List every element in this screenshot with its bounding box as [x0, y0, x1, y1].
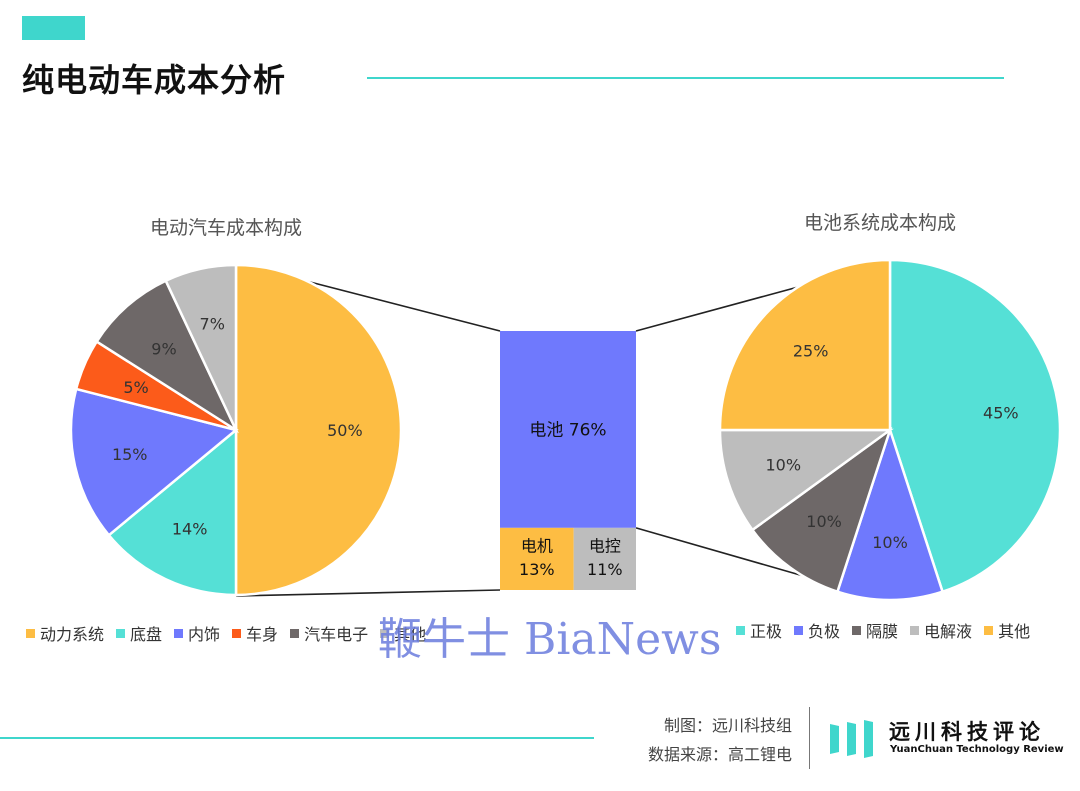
- legend-swatch: [984, 625, 994, 635]
- battery-cost-slice: [718, 428, 894, 532]
- legend-swatch: [910, 625, 920, 635]
- legend-item: 其他: [984, 618, 1030, 642]
- legend-swatch: [736, 625, 745, 635]
- legend-label: 其他: [998, 622, 1031, 641]
- battery-cost-slice: [888, 258, 1062, 594]
- battery-cost-slice: [835, 425, 945, 602]
- controller-bar-name: 电控: [589, 536, 621, 555]
- vehicle-cost-slice-label: 14%: [172, 520, 208, 539]
- vehicle-cost-pie: 50% 14% 15% 5% 9% 7%: [69, 263, 403, 597]
- motor-bar-segment: [500, 527, 574, 590]
- legend-label: 负极: [808, 622, 841, 641]
- page-title: 纯电动车成本分析: [22, 61, 287, 99]
- legend-swatch: [232, 628, 242, 638]
- battery-cost-slice-label: 10%: [806, 512, 842, 531]
- legend-label: 动力系统: [40, 625, 105, 644]
- logo-name-cn: 远川科技评论: [889, 720, 1045, 744]
- legend-label: 其他: [394, 625, 427, 644]
- motor-bar-value: 13%: [519, 560, 555, 579]
- battery-cost-pie: 45% 10% 10% 10% 25%: [718, 258, 1062, 602]
- logo-icon: [830, 720, 873, 758]
- left-legend: 动力系统 底盘 内饰 车身 汽车电子 其他: [26, 621, 426, 645]
- legend-item: 底盘: [116, 621, 162, 645]
- legend-swatch: [26, 628, 35, 638]
- vehicle-cost-slice: [107, 427, 238, 597]
- footer-divider: [809, 707, 810, 769]
- right-chart-title: 电池系统成本构成: [804, 212, 957, 234]
- title-rule: [367, 77, 1004, 79]
- vehicle-cost-slice: [69, 387, 239, 537]
- legend-swatch: [794, 625, 804, 635]
- legend-swatch: [852, 625, 862, 635]
- controller-bar-segment: [573, 527, 636, 590]
- legend-swatch: [290, 628, 300, 638]
- legend-label: 内饰: [188, 625, 221, 644]
- legend-item: 其他: [380, 621, 426, 645]
- legend-item: 隔膜: [852, 618, 898, 642]
- legend-swatch: [116, 628, 126, 638]
- legend-label: 电解液: [924, 622, 973, 641]
- battery-cost-slice: [750, 426, 893, 594]
- legend-label: 正极: [750, 622, 783, 641]
- legend-label: 车身: [246, 625, 279, 644]
- powertrain-stacked-bar: 电池 76% 电机 13% 电控 11%: [500, 331, 636, 590]
- legend-label: 隔膜: [866, 622, 899, 641]
- battery-cost-slice-label: 10%: [872, 533, 908, 552]
- battery-bar-segment: [500, 331, 636, 528]
- connector-line: [235, 589, 501, 597]
- legend-label: 汽车电子: [304, 625, 369, 644]
- vehicle-cost-slice: [94, 279, 239, 434]
- vehicle-cost-slice-label: 50%: [327, 421, 363, 440]
- vehicle-cost-slice-label: 5%: [123, 378, 148, 397]
- battery-cost-slice-label: 10%: [766, 456, 802, 475]
- right-legend: 正极 负极 隔膜 电解液 其他: [736, 618, 1030, 642]
- legend-item: 电解液: [910, 618, 972, 642]
- legend-swatch: [174, 628, 184, 638]
- legend-item: 动力系统: [26, 621, 104, 645]
- battery-cost-slice-label: 45%: [983, 403, 1019, 422]
- battery-cost-slice-label: 25%: [793, 342, 829, 361]
- battery-cost-slice: [718, 258, 892, 432]
- vehicle-cost-slice-label: 9%: [151, 339, 176, 358]
- credit-source: 数据来源：高工锂电: [647, 745, 792, 764]
- vehicle-cost-slice: [164, 263, 238, 431]
- vehicle-cost-slice: [234, 263, 403, 597]
- motor-bar-name: 电机: [521, 536, 553, 555]
- legend-item: 正极: [736, 618, 782, 642]
- left-chart-title: 电动汽车成本构成: [150, 217, 303, 239]
- controller-bar-value: 11%: [587, 560, 623, 579]
- credit-author: 制图：远川科技组: [663, 716, 792, 735]
- vehicle-cost-slice-label: 7%: [200, 315, 225, 334]
- logo-name-en: YuanChuan Technology Review: [890, 744, 1064, 755]
- header-accent-block: [22, 16, 85, 40]
- legend-item: 负极: [794, 618, 840, 642]
- legend-item: 车身: [232, 621, 278, 645]
- footer-rule: [0, 737, 594, 739]
- legend-swatch: [380, 628, 390, 638]
- vehicle-cost-slice-label: 15%: [112, 445, 148, 464]
- legend-label: 底盘: [130, 625, 163, 644]
- battery-bar-label: 电池 76%: [529, 420, 606, 440]
- legend-item: 汽车电子: [290, 621, 368, 645]
- legend-item: 内饰: [174, 621, 220, 645]
- watermark: 鞭牛士 BiaNews: [378, 614, 722, 665]
